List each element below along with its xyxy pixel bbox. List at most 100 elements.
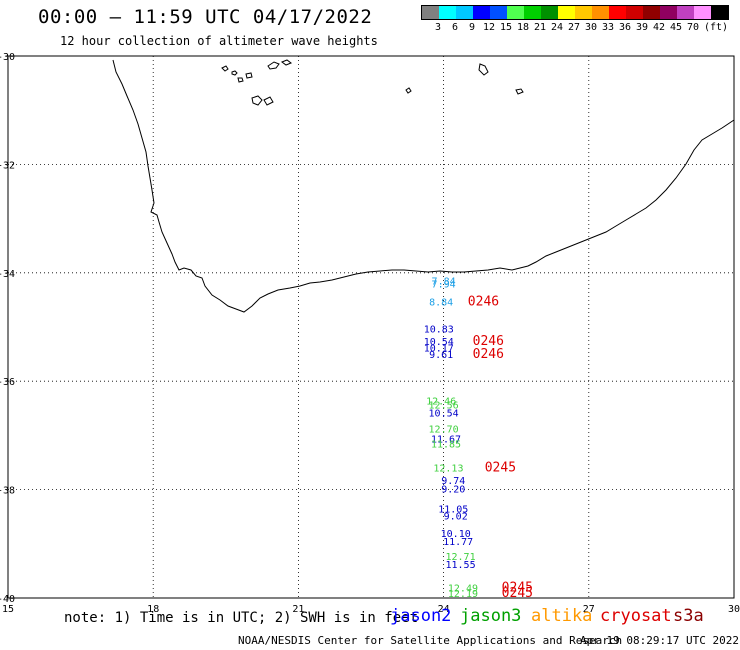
- colorbar-swatch: [626, 6, 643, 19]
- island: [231, 70, 238, 76]
- colorbar-label: 6: [451, 22, 459, 33]
- wave-height-label: 9.61: [429, 350, 453, 361]
- colorbar-label: 12: [482, 22, 496, 33]
- lon-tick-label: 15: [2, 604, 14, 615]
- legend-cryosat: cryosat: [600, 606, 672, 626]
- axis-tick-labels: 15 18 21 24 27 30 -30 -32 -34 -36 -38 -40: [0, 52, 740, 615]
- units-note: note: 1) Time is in UTC; 2) SWH is in fe…: [64, 610, 419, 626]
- colorbar-label: 21: [533, 22, 547, 33]
- credit-organization: NOAA/NESDIS Center for Satellite Applica…: [238, 634, 623, 647]
- colorbar-label: 39: [635, 22, 649, 33]
- island: [405, 87, 412, 94]
- colorbar-swatch: [643, 6, 660, 19]
- colorbar-label: 27: [567, 22, 581, 33]
- wave-height-label: 9.74: [441, 476, 465, 487]
- wave-height-label: 10.10: [441, 529, 471, 540]
- island: [237, 77, 244, 83]
- wave-height-label: 12.46: [426, 397, 456, 408]
- wave-height-label: 12.19: [448, 589, 478, 600]
- colorbar-swatch: [507, 6, 524, 19]
- wave-height-label: 10.54: [424, 337, 454, 348]
- colorbar-label: 9: [468, 22, 476, 33]
- colorbar-labels: 3 6 9 12 15 18 21 24 27 30 33 36 39 42 45 70 (ft): [421, 20, 729, 34]
- colorbar-swatch: [575, 6, 592, 19]
- island: [251, 95, 263, 106]
- wave-height-label: 11.85: [431, 439, 461, 450]
- colorbar-label: (ft): [703, 22, 729, 33]
- pass-time-label: 0246: [468, 294, 499, 309]
- lat-tick-label: -32: [0, 160, 15, 171]
- pass-time-label: 0245: [502, 586, 533, 601]
- colorbar-swatch: [422, 6, 439, 19]
- pass-time-label: 0245: [485, 461, 516, 476]
- island: [515, 88, 524, 95]
- map-title: 00:00 – 11:59 UTC 04/17/2022: [38, 6, 373, 28]
- lat-tick-label: -36: [0, 377, 15, 388]
- colorbar-swatch: [490, 6, 507, 19]
- island: [478, 63, 489, 76]
- colorbar-swatch: [473, 6, 490, 19]
- lon-tick-label: 21: [292, 604, 304, 615]
- wave-height-label: 10.83: [424, 324, 454, 335]
- legend-altika: altika: [531, 606, 593, 626]
- colorbar-label: 30: [584, 22, 598, 33]
- island: [267, 61, 280, 70]
- colorbar-swatch: [677, 6, 694, 19]
- colorbar-legend: 3 6 9 12 15 18 21 24 27 30 33 36 39 42 45 70 (ft): [421, 5, 729, 34]
- colorbar-label: 36: [618, 22, 632, 33]
- colorbar-label: 70: [686, 22, 700, 33]
- lat-tick-label: -30: [0, 52, 15, 63]
- island: [280, 59, 293, 66]
- colorbar-label: 24: [550, 22, 564, 33]
- wave-height-label: 12.70: [429, 425, 459, 436]
- island: [245, 72, 253, 79]
- map-grid: [8, 56, 734, 598]
- legend-jason2: jason2: [390, 606, 452, 626]
- wave-height-label: 9.20: [441, 484, 465, 495]
- colorbar-swatch: [558, 6, 575, 19]
- island: [221, 65, 229, 72]
- colorbar-label: 15: [499, 22, 513, 33]
- lon-tick-label: 24: [438, 604, 450, 615]
- colorbar-swatch: [456, 6, 473, 19]
- map-subtitle: 12 hour collection of altimeter wave hei…: [60, 34, 378, 48]
- wave-height-label: 7.84: [432, 277, 456, 288]
- colorbar-swatches: [421, 5, 729, 20]
- coastline-south-africa: [112, 59, 735, 313]
- lat-tick-label: -34: [0, 269, 15, 280]
- wave-height-label: 10.17: [424, 343, 454, 354]
- wave-height-label: 11.77: [443, 537, 473, 548]
- colorbar-swatch: [694, 6, 711, 19]
- wave-height-label: 12.71: [445, 552, 475, 563]
- colorbar-label: 3: [434, 22, 442, 33]
- legend-s3a: s3a: [673, 606, 704, 626]
- lon-tick-label: 27: [583, 604, 595, 615]
- pass-time-label: 0246: [473, 347, 504, 362]
- colorbar-label: 33: [601, 22, 615, 33]
- legend-jason3: jason3: [460, 606, 522, 626]
- colorbar-swatch: [660, 6, 677, 19]
- wave-height-label: 7.94: [432, 279, 456, 290]
- wave-height-label: 12.56: [429, 400, 459, 411]
- colorbar-label: 18: [516, 22, 530, 33]
- wave-height-label: 11.05: [438, 504, 468, 515]
- wave-height-label: 12.13: [433, 464, 463, 475]
- colorbar-label: 42: [652, 22, 666, 33]
- lat-tick-label: -40: [0, 594, 15, 605]
- colorbar-swatch: [439, 6, 456, 19]
- wave-height-label: 8.84: [429, 297, 453, 308]
- wave-height-label: 12.49: [448, 583, 478, 594]
- lon-tick-label: 30: [728, 604, 740, 615]
- colorbar-swatch: [711, 6, 728, 19]
- colorbar-swatch: [592, 6, 609, 19]
- colorbar-swatch: [541, 6, 558, 19]
- pass-time-label: 0245: [502, 580, 533, 595]
- lat-tick-label: -38: [0, 486, 15, 497]
- pass-time-label: 0246: [473, 334, 504, 349]
- credit-timestamp: Apr 19 08:29:17 UTC 2022: [580, 634, 739, 647]
- lon-tick-label: 18: [147, 604, 159, 615]
- wave-height-label: 11.67: [431, 434, 461, 445]
